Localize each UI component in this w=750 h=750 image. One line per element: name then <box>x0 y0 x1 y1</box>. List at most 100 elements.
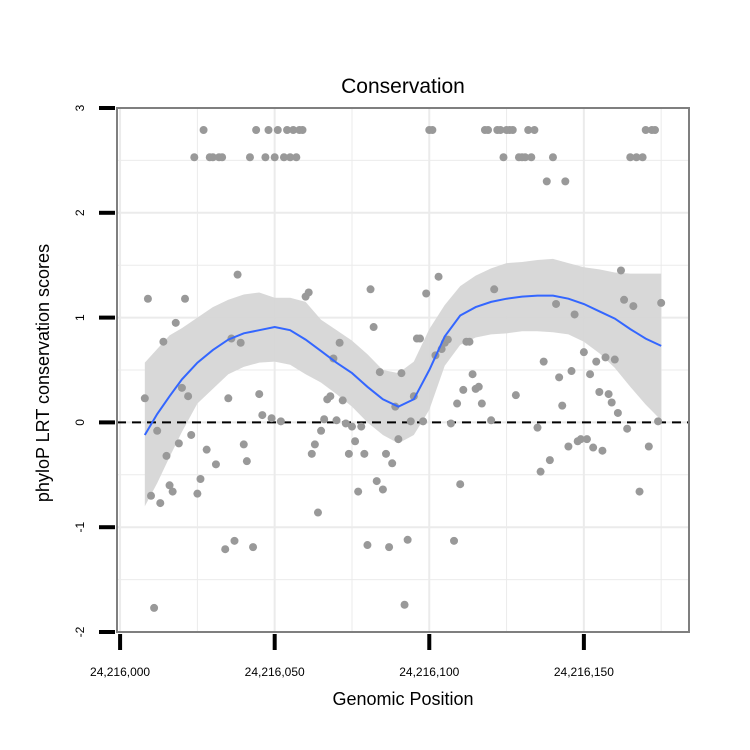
data-point <box>279 153 288 162</box>
data-point <box>378 485 387 494</box>
data-point <box>360 449 369 458</box>
data-point <box>233 270 242 279</box>
data-point <box>521 153 530 162</box>
data-point <box>586 370 595 379</box>
data-point <box>539 357 548 366</box>
data-point <box>174 439 183 448</box>
y-axis-tick-label: 3 <box>73 104 87 111</box>
x-axis-tick-label: 24,216,050 <box>245 665 305 679</box>
data-point <box>465 337 474 346</box>
data-point <box>249 543 258 552</box>
data-point <box>196 474 205 483</box>
data-point <box>601 353 610 362</box>
data-point <box>211 460 220 469</box>
data-point <box>283 126 292 135</box>
data-point <box>147 491 156 500</box>
data-point <box>273 126 282 135</box>
data-point <box>508 126 517 135</box>
data-point <box>422 289 431 298</box>
data-point <box>434 272 443 281</box>
data-point <box>369 323 378 332</box>
data-point <box>484 126 493 135</box>
data-point <box>165 481 174 490</box>
data-point <box>446 419 455 428</box>
data-point <box>363 541 372 550</box>
data-point <box>199 126 208 135</box>
data-point <box>252 126 261 135</box>
data-point <box>620 295 629 304</box>
y-axis-tick-label: -1 <box>73 522 87 533</box>
data-point <box>236 338 245 347</box>
data-point <box>242 457 251 466</box>
data-point <box>496 126 505 135</box>
data-point <box>511 391 520 400</box>
data-point <box>335 338 344 347</box>
data-point <box>567 367 576 376</box>
data-point <box>570 310 579 319</box>
data-point <box>366 285 375 294</box>
data-point <box>153 426 162 435</box>
data-point <box>644 442 653 451</box>
data-point <box>487 416 496 425</box>
data-point <box>245 153 254 162</box>
data-point <box>607 398 616 407</box>
data-point <box>310 440 319 449</box>
data-point <box>230 536 239 545</box>
data-point <box>533 423 542 432</box>
data-point <box>329 354 338 363</box>
data-point <box>450 536 459 545</box>
data-point <box>255 390 264 399</box>
data-point <box>140 394 149 403</box>
y-axis-tick-label: -2 <box>73 626 87 637</box>
data-point <box>276 417 285 426</box>
data-point <box>208 153 217 162</box>
data-point <box>576 435 585 444</box>
data-point <box>267 414 276 423</box>
data-point <box>304 288 313 297</box>
data-point <box>400 600 409 609</box>
data-point <box>604 390 613 399</box>
chart-title: Conservation <box>341 75 465 98</box>
data-point <box>347 422 356 431</box>
data-point <box>638 153 647 162</box>
data-point <box>292 153 301 162</box>
y-axis-title: phyloP LRT conservation scores <box>33 244 53 502</box>
data-point <box>351 437 360 446</box>
data-point <box>650 126 659 135</box>
data-point <box>394 435 403 444</box>
data-point <box>542 177 551 186</box>
data-point <box>654 417 663 426</box>
data-point <box>545 456 554 465</box>
data-point <box>171 318 180 327</box>
data-point <box>341 419 350 428</box>
data-point <box>632 153 641 162</box>
x-axis-tick-label: 24,216,150 <box>554 665 614 679</box>
data-point <box>589 443 598 452</box>
data-point <box>354 487 363 496</box>
data-point <box>150 603 159 612</box>
data-point <box>375 368 384 377</box>
data-point <box>592 357 601 366</box>
data-point <box>193 489 202 498</box>
data-point <box>548 153 557 162</box>
data-point <box>289 126 298 135</box>
data-point <box>555 373 564 382</box>
data-point <box>190 153 199 162</box>
data-point <box>184 392 193 401</box>
plot-area <box>99 106 690 650</box>
data-point <box>443 335 452 344</box>
data-point <box>388 459 397 468</box>
data-point <box>381 449 390 458</box>
data-point <box>536 467 545 476</box>
data-point <box>143 294 152 303</box>
data-point <box>162 451 171 460</box>
data-point <box>221 545 230 554</box>
data-point <box>428 126 437 135</box>
data-point <box>385 543 394 552</box>
data-point <box>317 426 326 435</box>
data-point <box>403 535 412 544</box>
data-point <box>177 383 186 392</box>
data-point <box>477 399 486 408</box>
data-point <box>187 430 196 439</box>
